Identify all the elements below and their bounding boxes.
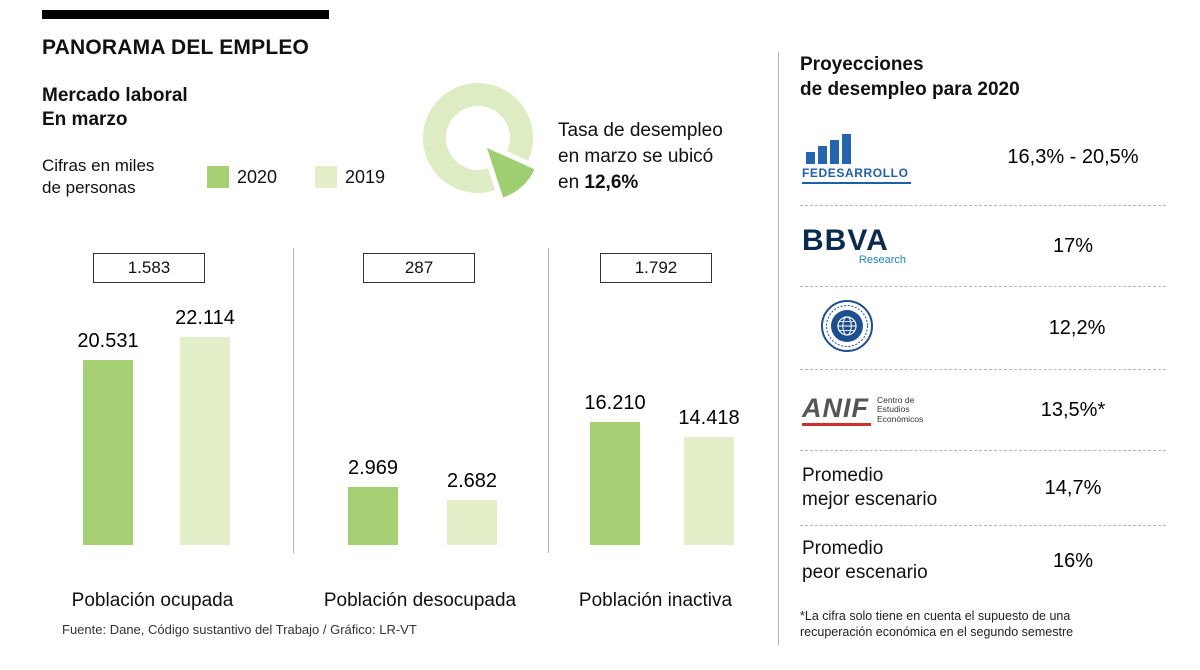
legend-2020-label: 2020 <box>237 166 278 187</box>
bar-value-inactiva-2019: 14.418 <box>678 407 740 429</box>
unemployment-rate-value: 12,6% <box>584 172 639 193</box>
bbva-logo: BBVA Research <box>802 224 980 267</box>
projection-value-best-scenario: 14,7% <box>1044 476 1102 499</box>
bar-value-desocupada-2019: 2.682 <box>446 470 498 492</box>
donut-caption-line3: en 12,6% <box>558 170 723 196</box>
bar-value-ocupada-2019: 22.114 <box>175 307 235 329</box>
legend-2020-swatch <box>207 166 229 188</box>
imf-logo <box>802 299 990 358</box>
bar-value-ocupada-2020: 20.531 <box>77 330 139 352</box>
worst-scenario-label: Promedio peor escenario <box>802 538 928 583</box>
bar-value-inactiva-2020: 16.210 <box>584 392 646 414</box>
legend-2019: 2019 <box>315 166 385 188</box>
projection-row-worst-scenario: Promedio peor escenario 16% <box>800 526 1166 596</box>
bar-desocupada-2020 <box>348 487 398 545</box>
donut-caption-line1: Tasa de desempleo <box>558 120 723 141</box>
chart-subtitle: Mercado laboral En marzo <box>42 85 188 130</box>
page-title: PANORAMA DEL EMPLEO <box>42 36 310 59</box>
group-separator-1 <box>293 248 294 553</box>
bar-inactiva-2019 <box>684 437 734 545</box>
group-label-inactiva: Población inactiva <box>578 590 733 611</box>
bar-ocupada-2020 <box>83 360 133 545</box>
bbva-wordmark: BBVA <box>802 224 889 257</box>
fedesarrollo-bars-icon <box>806 132 980 164</box>
bar-value-desocupada-2020: 2.969 <box>347 457 399 479</box>
delta-box-inactiva: 1.792 <box>600 253 712 283</box>
unemployment-donut-chart <box>423 83 535 198</box>
legend-2019-label: 2019 <box>345 166 386 187</box>
imf-seal-icon <box>821 299 873 352</box>
donut-caption-prefix: en <box>558 172 585 193</box>
header-accent-bar <box>42 10 329 19</box>
legend-2020: 2020 <box>207 166 277 188</box>
anif-wordmark: ANIF <box>802 394 871 426</box>
best-scenario-label: Promedio mejor escenario <box>802 465 938 510</box>
donut-slice <box>487 148 535 198</box>
projection-value-imf: 12,2% <box>1048 316 1106 339</box>
projection-row-fedesarrollo: FEDESARROLLO 16,3% - 20,5% <box>800 110 1166 206</box>
group-label-desocupada: Población desocupada <box>323 590 517 611</box>
bar-inactiva-2020 <box>590 422 640 545</box>
donut-caption: Tasa de desempleo en marzo se ubicó en 1… <box>558 118 723 196</box>
projection-row-bbva: BBVA Research 17% <box>800 206 1166 287</box>
projections-title: Proyecciones de desempleo para 2020 <box>800 54 1020 100</box>
source-credit: Fuente: Dane, Código sustantivo del Trab… <box>62 622 417 637</box>
projections-panel: Proyecciones de desempleo para 2020 FEDE… <box>800 52 1166 640</box>
group-separator-2 <box>548 248 549 553</box>
anif-logo: ANIF Centro de Estudios Económicos <box>802 394 980 426</box>
bbva-research-label: Research <box>858 254 906 266</box>
projection-row-best-scenario: Promedio mejor escenario 14,7% <box>800 451 1166 526</box>
delta-box-ocupada: 1.583 <box>93 253 205 283</box>
fedesarrollo-wordmark: FEDESARROLLO <box>802 164 911 184</box>
bar-ocupada-2019 <box>180 337 230 545</box>
projection-value-fedesarrollo: 16,3% - 20,5% <box>1007 146 1139 168</box>
projection-row-imf: 12,2% <box>800 287 1166 370</box>
projection-value-anif: 13,5%* <box>1040 398 1106 421</box>
projections-footnote: *La cifra solo tiene en cuenta el supues… <box>800 609 1074 639</box>
anif-sublabel: Centro de Estudios Económicos <box>877 394 924 424</box>
donut-ring <box>423 83 533 193</box>
bar-desocupada-2019 <box>447 500 497 545</box>
legend-2019-swatch <box>315 166 337 188</box>
projection-row-anif: ANIF Centro de Estudios Económicos 13,5%… <box>800 370 1166 451</box>
projection-value-bbva: 17% <box>1052 234 1094 257</box>
group-label-ocupada: Población ocupada <box>71 590 234 611</box>
units-note: Cifras en miles de personas <box>42 156 155 197</box>
donut-caption-line2: en marzo se ubicó <box>558 146 714 167</box>
panel-separator <box>778 52 779 645</box>
fedesarrollo-logo: FEDESARROLLO <box>802 132 980 184</box>
delta-box-desocupada: 287 <box>363 253 475 283</box>
projection-value-worst-scenario: 16% <box>1052 549 1094 572</box>
